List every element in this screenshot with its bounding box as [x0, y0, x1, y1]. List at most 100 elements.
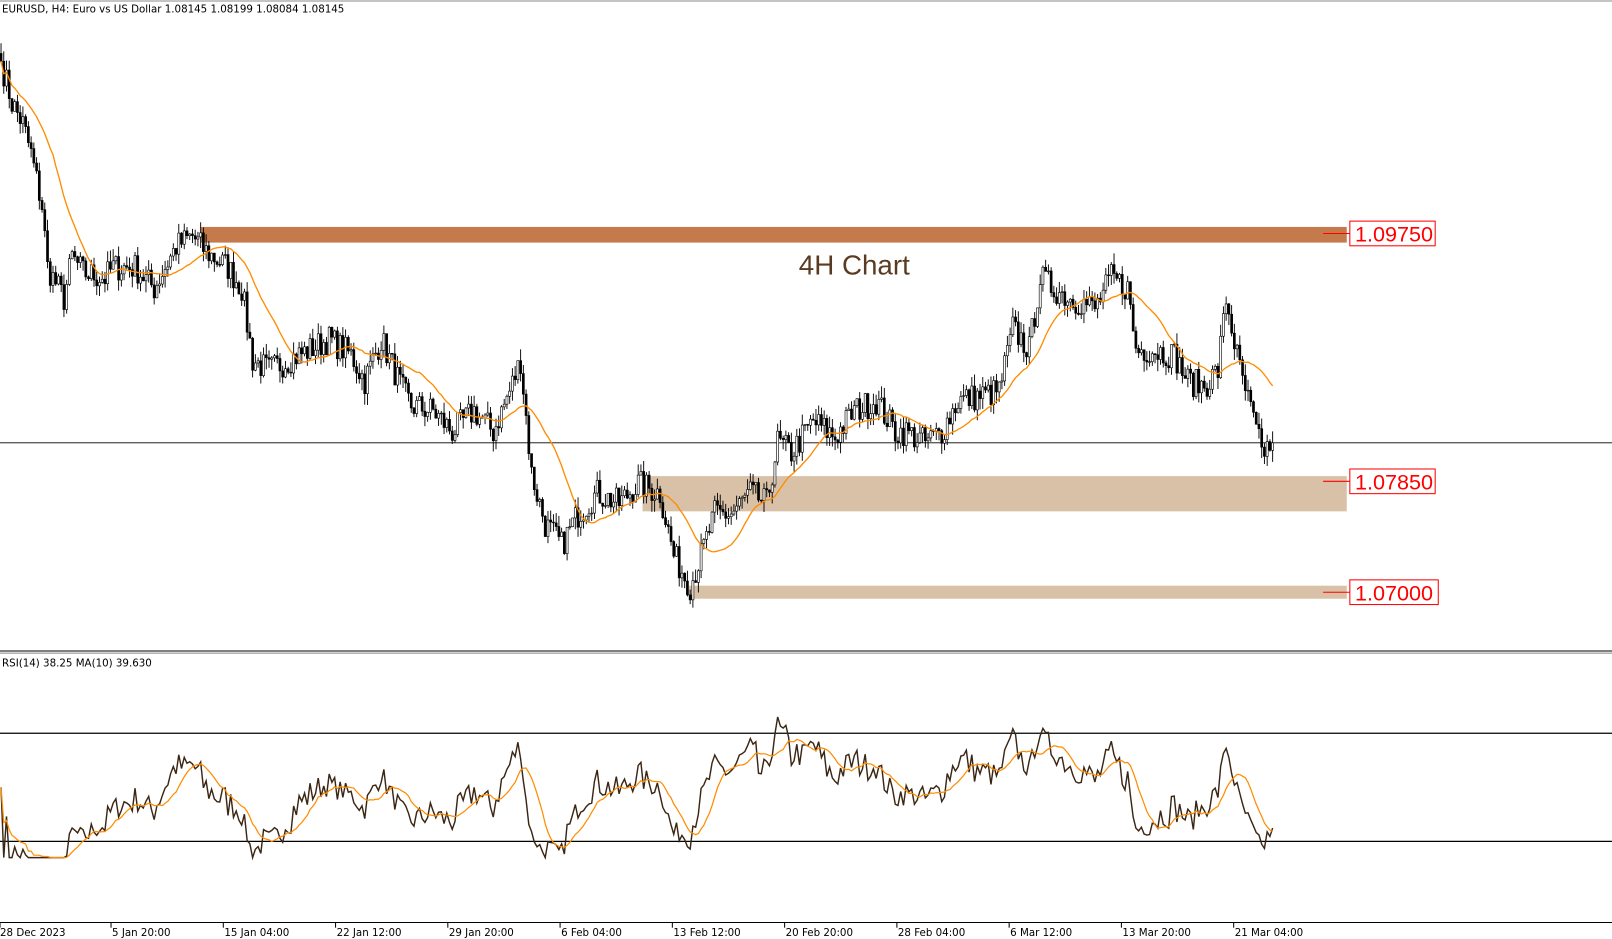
candle [1268, 439, 1272, 452]
time-tick: 6 Feb 04:00 [559, 922, 622, 939]
candle [781, 435, 785, 450]
candle [688, 589, 692, 605]
candle [1038, 274, 1042, 315]
candle [357, 363, 361, 384]
candle [73, 245, 77, 262]
candle [133, 252, 137, 277]
candle [738, 496, 741, 511]
candle [1112, 253, 1116, 284]
candle [874, 394, 878, 417]
candle [338, 332, 342, 362]
candle [691, 571, 695, 608]
candle [106, 251, 110, 291]
candle [705, 526, 708, 549]
candle [664, 510, 667, 528]
candle [171, 243, 175, 262]
candle [273, 353, 276, 362]
svg-text:22 Jan 12:00: 22 Jan 12:00 [337, 927, 402, 939]
candle [724, 503, 728, 528]
candle [59, 272, 63, 293]
candle [1099, 292, 1102, 306]
candle [57, 273, 60, 286]
time-tick: 22 Jan 12:00 [335, 922, 402, 939]
candle [1241, 355, 1244, 385]
candle [896, 436, 900, 450]
candle [259, 351, 263, 384]
candle [210, 252, 213, 265]
svg-text:13 Feb 12:00: 13 Feb 12:00 [673, 927, 740, 939]
candle [1140, 341, 1143, 356]
candle [1233, 323, 1236, 360]
candle [459, 402, 462, 421]
candle [784, 430, 788, 452]
candle [1041, 265, 1045, 292]
candle [396, 356, 399, 393]
svg-text:6 Mar 12:00: 6 Mar 12:00 [1010, 927, 1072, 939]
candle [1068, 298, 1072, 312]
candle [1186, 365, 1190, 388]
candle [502, 398, 506, 411]
candle [921, 424, 924, 443]
rsi-ma-line [0, 738, 1273, 859]
candle [779, 420, 782, 441]
level-label: 1.07850 [1355, 470, 1433, 495]
candle [590, 507, 594, 521]
candle [1027, 326, 1031, 365]
candle [1243, 364, 1247, 401]
candle [798, 428, 801, 457]
candle [773, 460, 777, 488]
candle [223, 245, 227, 259]
candle [541, 497, 544, 523]
candle [215, 260, 219, 268]
candle [445, 417, 449, 433]
candle [169, 253, 172, 270]
candle [554, 513, 558, 532]
candle [809, 415, 812, 434]
candle [1164, 360, 1168, 376]
candle [1227, 302, 1231, 326]
candle [40, 196, 44, 213]
candle [877, 390, 881, 421]
candle [150, 263, 153, 288]
candle [65, 279, 68, 314]
candle [825, 414, 829, 446]
candle [995, 373, 998, 404]
svg-text:20 Feb 20:00: 20 Feb 20:00 [786, 927, 853, 939]
candle [759, 499, 763, 504]
candle [639, 464, 643, 476]
candle [740, 495, 744, 509]
candle [308, 333, 312, 360]
candle [103, 271, 107, 293]
candle [543, 515, 547, 537]
candle [888, 404, 892, 428]
candle [833, 428, 837, 451]
candle [844, 406, 848, 440]
candle [606, 492, 610, 509]
candle [1148, 350, 1151, 367]
time-tick: 20 Feb 20:00 [784, 922, 853, 939]
time-tick: 28 Dec 2023 [0, 922, 66, 939]
candle [1107, 264, 1110, 287]
candle [434, 404, 438, 419]
candle [393, 343, 397, 386]
candle [360, 369, 364, 391]
svg-text:5 Jan 20:00: 5 Jan 20:00 [112, 927, 170, 939]
candle [568, 518, 572, 530]
candle [959, 390, 963, 414]
candle [1082, 289, 1086, 324]
level-label-box [1349, 579, 1439, 606]
candle [202, 227, 205, 262]
candle [1052, 285, 1056, 303]
candle [155, 280, 159, 299]
candle [1047, 264, 1050, 275]
candle [191, 228, 194, 244]
candle [1161, 340, 1165, 368]
candle [803, 424, 807, 432]
candle [576, 497, 580, 537]
candle [817, 405, 821, 431]
candle [117, 246, 120, 291]
candle [713, 495, 717, 524]
candle [527, 411, 531, 460]
candle [305, 346, 309, 366]
candle [412, 407, 416, 418]
